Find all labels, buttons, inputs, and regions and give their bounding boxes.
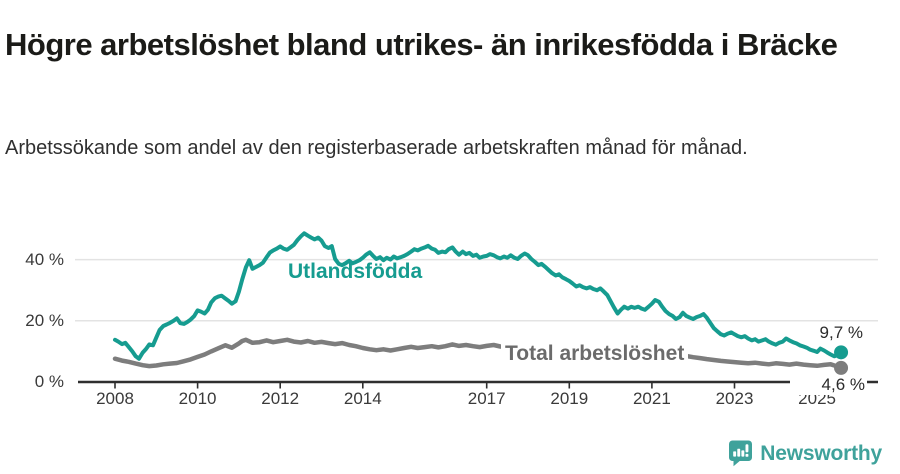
x-tick-label: 2019	[550, 389, 589, 408]
y-tick-label: 20 %	[25, 310, 64, 330]
newsworthy-logo-text: Newsworthy	[760, 441, 882, 465]
x-tick-label: 2010	[178, 389, 217, 408]
x-tick-label: 2021	[632, 389, 671, 408]
chart-subtitle: Arbetssökande som andel av den registerb…	[5, 137, 748, 159]
y-tick-label: 0 %	[34, 372, 64, 391]
series-end-dot-utlandsfodda	[834, 345, 849, 360]
x-tick-label: 2012	[261, 389, 300, 408]
series-label-total-arbetsloshet: Total arbetslöshet	[501, 342, 689, 366]
newsworthy-logo-icon	[728, 440, 753, 467]
series-line-utlandsfodda	[113, 231, 844, 361]
x-tick-label: 2014	[343, 389, 382, 408]
series-label-utlandsfodda: Utlandsfödda	[288, 260, 423, 283]
series-line-total	[112, 337, 844, 371]
end-value-label-total: 4,6 %	[790, 375, 867, 395]
y-tick-label: 40 %	[25, 249, 64, 269]
x-tick-label: 2023	[715, 389, 754, 408]
newsworthy-logo[interactable]: Newsworthy	[728, 440, 882, 467]
end-value-label-utlandsfodda: 9,7 %	[819, 323, 863, 342]
page-title: Högre arbetslöshet bland utrikes- än inr…	[5, 26, 838, 62]
x-tick-label: 2008	[96, 389, 134, 408]
x-tick-label: 2017	[467, 389, 506, 408]
series-end-dot-total	[834, 360, 849, 375]
